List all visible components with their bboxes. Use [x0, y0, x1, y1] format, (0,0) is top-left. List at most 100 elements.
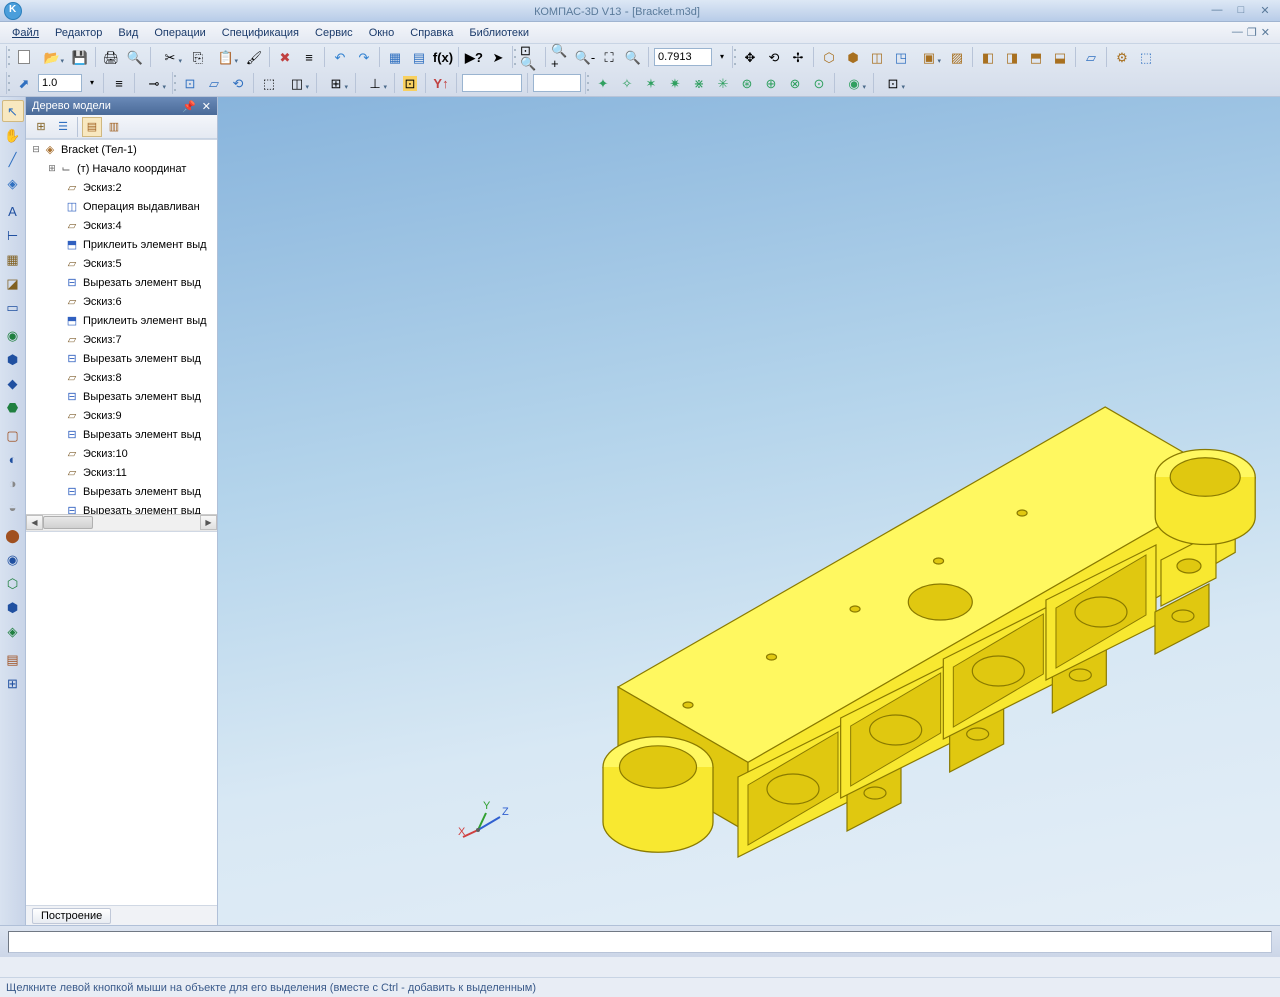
zoom-prev-button[interactable]: 🔍 [622, 46, 644, 68]
tree-item[interactable]: ⬒Приклеить элемент выд [26, 235, 217, 254]
tree-item[interactable]: ⊟Вырезать элемент выд [26, 482, 217, 501]
left-b3-button[interactable]: ◆ [2, 372, 24, 394]
undo-button[interactable]: ↶ [329, 46, 351, 68]
save-button[interactable]: 💾 [69, 46, 91, 68]
menu-specification[interactable]: Спецификация [214, 25, 307, 41]
redo-button[interactable]: ↷ [353, 46, 375, 68]
left-b4-button[interactable]: ⬣ [2, 396, 24, 418]
left-wsp-button[interactable]: ◪ [2, 272, 24, 294]
open-button[interactable]: 📂 [37, 46, 67, 68]
left-s5-button[interactable]: ◈ [2, 620, 24, 642]
minimize-button[interactable]: — [1208, 4, 1226, 17]
tree-coord[interactable]: ⊞⌙(т) Начало координат [26, 159, 217, 178]
snap-button[interactable]: ⊡ [399, 72, 421, 94]
toolbar-grip[interactable] [512, 46, 516, 68]
new-button[interactable] [13, 46, 35, 68]
hidden-button[interactable]: ▨ [946, 46, 968, 68]
style-button[interactable]: ≡ [108, 72, 130, 94]
zoom-dropdown[interactable]: ▾ [715, 46, 729, 68]
left-s3-button[interactable]: ⬡ [2, 572, 24, 594]
c9-button[interactable]: ⊗ [784, 72, 806, 94]
command-input[interactable] [8, 931, 1272, 953]
properties-button[interactable]: 🖌 [243, 46, 265, 68]
tree-item[interactable]: ⊟Вырезать элемент выд [26, 273, 217, 292]
orbit-button[interactable]: ✢ [787, 46, 809, 68]
scroll-right-button[interactable]: ▶ [200, 515, 217, 530]
copy-button[interactable]: ⎘ [187, 46, 209, 68]
left-b2-button[interactable]: ⬢ [2, 348, 24, 370]
pointer-button[interactable]: ➤ [487, 46, 509, 68]
maximize-button[interactable]: □ [1232, 4, 1250, 17]
tree-btn-4[interactable]: ▥ [104, 117, 124, 137]
3d-viewport[interactable]: X Y Z [218, 97, 1280, 925]
menu-service[interactable]: Сервис [307, 25, 361, 41]
close-button[interactable]: ✕ [1256, 4, 1274, 17]
c8-button[interactable]: ⊕ [760, 72, 782, 94]
c10-button[interactable]: ⊙ [808, 72, 830, 94]
c1-button[interactable]: ✦ [592, 72, 614, 94]
section4-button[interactable]: ⬓ [1049, 46, 1071, 68]
vars-button[interactable]: ▤ [408, 46, 430, 68]
tree-item[interactable]: ⊟Вырезать элемент выд [26, 425, 217, 444]
whatsthis-button[interactable]: ▶? [463, 46, 485, 68]
menu-help[interactable]: Справка [402, 25, 461, 41]
left-s2-button[interactable]: ◉ [2, 548, 24, 570]
left-arrow-button[interactable]: ↖ [2, 100, 24, 122]
zoom-in-button[interactable]: 🔍+ [550, 46, 572, 68]
menu-file[interactable]: Файл [4, 25, 47, 41]
build-button[interactable]: Построение [32, 908, 111, 924]
p4-button[interactable]: ⬚ [258, 72, 280, 94]
yaxis-button[interactable]: Y↑ [430, 72, 452, 94]
left-text-button[interactable]: A [2, 200, 24, 222]
scroll-left-button[interactable]: ◀ [26, 515, 43, 530]
zoom-field[interactable]: 0.7913 [654, 48, 712, 66]
tree-item[interactable]: ⊟Вырезать элемент выд [26, 349, 217, 368]
pan-button[interactable]: ✥ [739, 46, 761, 68]
left-line-button[interactable]: ╱ [2, 148, 24, 170]
ortho-button[interactable]: ⊥ [360, 72, 390, 94]
left-dim-button[interactable]: ⊢ [2, 224, 24, 246]
dim-field[interactable] [462, 74, 522, 92]
panel-pin-button[interactable]: 📌 [182, 100, 196, 113]
left-b1-button[interactable]: ◉ [2, 324, 24, 346]
c7-button[interactable]: ⊛ [736, 72, 758, 94]
cancel-button[interactable]: ✖ [274, 46, 296, 68]
panel-close-button[interactable]: ✕ [202, 100, 211, 113]
left-e1-button[interactable]: ▢ [2, 424, 24, 446]
wireframe-button[interactable]: ◳ [890, 46, 912, 68]
rotate-button[interactable]: ⟲ [763, 46, 785, 68]
left-s1-button[interactable]: ⬤ [2, 524, 24, 546]
toolbar-grip[interactable] [585, 72, 589, 94]
tool1-button[interactable]: ⚙ [1111, 46, 1133, 68]
toolbar-grip[interactable] [6, 46, 10, 68]
tree-item[interactable]: ▱Эскиз:11 [26, 463, 217, 482]
left-e3-button[interactable]: ◑ [2, 472, 24, 494]
tree-item[interactable]: ▱Эскиз:10 [26, 444, 217, 463]
num-field2[interactable] [533, 74, 581, 92]
tree-item[interactable]: ▱Эскиз:6 [26, 292, 217, 311]
tree-item[interactable]: ⊟Вырезать элемент выд [26, 387, 217, 406]
menu-operations[interactable]: Операции [146, 25, 213, 41]
mdi-close-button[interactable]: ✕ [1261, 26, 1270, 39]
tree-item[interactable]: ▱Эскиз:2 [26, 178, 217, 197]
tree-item[interactable]: ▱Эскиз:8 [26, 368, 217, 387]
select-button[interactable]: ⬈ [13, 72, 35, 94]
zoom-out-button[interactable]: 🔍- [574, 46, 596, 68]
persp-button[interactable]: ◫ [866, 46, 888, 68]
tool2-button[interactable]: ⬚ [1135, 46, 1157, 68]
linewidth-field[interactable]: 1.0 [38, 74, 82, 92]
left-hand-button[interactable]: ✋ [2, 124, 24, 146]
tree-item[interactable]: ⬒Приклеить элемент выд [26, 311, 217, 330]
tree-item[interactable]: ▱Эскиз:5 [26, 254, 217, 273]
manager-button[interactable]: ▦ [384, 46, 406, 68]
shaded-button[interactable]: ▣ [914, 46, 944, 68]
menu-libraries[interactable]: Библиотеки [461, 25, 537, 41]
tree-item[interactable]: ▱Эскиз:4 [26, 216, 217, 235]
p2-button[interactable]: ▱ [203, 72, 225, 94]
delete-button[interactable]: ≡ [298, 46, 320, 68]
menu-window[interactable]: Окно [361, 25, 403, 41]
tree-item[interactable]: ⊟Вырезать элемент выд [26, 501, 217, 514]
p5-button[interactable]: ◫ [282, 72, 312, 94]
mdi-restore-button[interactable]: ❐ [1247, 26, 1257, 39]
left-m2-button[interactable]: ⊞ [2, 672, 24, 694]
